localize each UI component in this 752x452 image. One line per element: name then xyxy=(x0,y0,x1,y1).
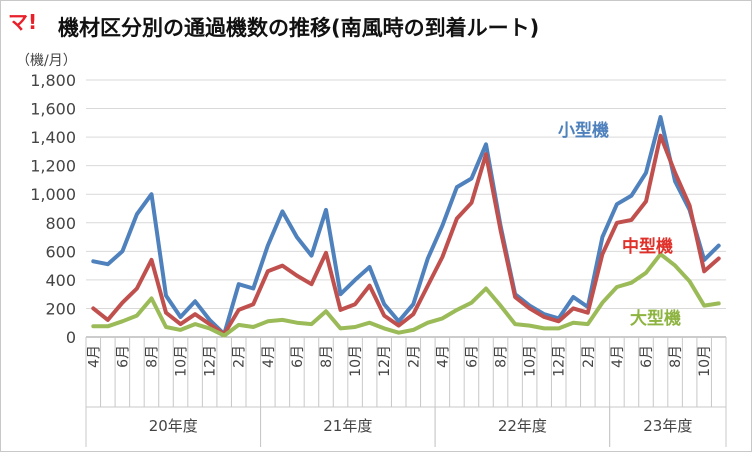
y-tick-label: 200 xyxy=(45,299,76,318)
x-tick-label: 10月 xyxy=(697,345,713,377)
chart-title: 機材区分別の通過機数の推移(南風時の到着ルート) xyxy=(58,16,540,40)
x-tick-label: 10月 xyxy=(174,345,190,377)
year-group-label: 22年度 xyxy=(498,417,547,435)
y-axis-ticks: 0 200 400 600 800 1,000 1,200 1,400 1,600 1,800 xyxy=(30,71,76,347)
y-tick-label: 800 xyxy=(45,214,76,233)
x-tick-label: 12月 xyxy=(377,345,393,377)
x-tick-label: 2月 xyxy=(232,345,248,368)
x-tick-label: 2月 xyxy=(406,345,422,368)
series-line-3 xyxy=(91,252,721,338)
x-tick-label: 4月 xyxy=(86,345,102,368)
x-tick-label: 10月 xyxy=(523,345,539,377)
x-tick-label: 8月 xyxy=(144,345,160,368)
x-tick-label: 12月 xyxy=(552,345,568,377)
brand-logo: マ! xyxy=(8,10,38,34)
x-tick-label: 4月 xyxy=(435,345,451,368)
x-tick-label: 12月 xyxy=(203,345,219,377)
series-label-1: 小型機 xyxy=(558,120,609,141)
y-tick-label: 1,600 xyxy=(30,100,76,119)
x-tick-label: 6月 xyxy=(639,345,655,368)
y-tick-label: 0 xyxy=(66,328,76,347)
year-group-label: 23年度 xyxy=(643,417,692,435)
series-line-1 xyxy=(91,115,721,337)
x-tick-label: 4月 xyxy=(261,345,277,368)
year-group-label: 20年度 xyxy=(149,417,198,435)
x-tick-label: 10月 xyxy=(348,345,364,377)
x-tick-label: 6月 xyxy=(464,345,480,368)
y-tick-label: 600 xyxy=(45,242,76,261)
y-tick-label: 1,800 xyxy=(30,71,76,90)
y-tick-label: 400 xyxy=(45,271,76,290)
series-lines xyxy=(91,115,721,338)
x-tick-label: 4月 xyxy=(610,345,626,368)
y-tick-label: 1,000 xyxy=(30,185,76,204)
series-label-3: 大型機 xyxy=(630,308,681,329)
gridlines xyxy=(86,79,726,338)
x-tick-label: 2月 xyxy=(581,345,597,368)
x-axis: 4月 6月 8月 10月 12月 2月 4月 6月 8月 10月 12月 2月 4月 6月 8月 10月 12月… xyxy=(85,337,727,447)
x-tick-label: 8月 xyxy=(494,345,510,368)
y-tick-label: 1,400 xyxy=(30,128,76,147)
x-tick-label: 8月 xyxy=(668,345,684,368)
series-label-2: 中型機 xyxy=(622,236,673,257)
y-axis-unit-label: （機/月） xyxy=(16,53,77,69)
year-group-label: 21年度 xyxy=(323,417,372,435)
series-line-2 xyxy=(91,133,721,337)
y-tick-label: 1,200 xyxy=(30,157,76,176)
x-tick-label: 6月 xyxy=(290,345,306,368)
x-tick-label: 8月 xyxy=(319,345,335,368)
x-tick-label: 6月 xyxy=(115,345,131,368)
